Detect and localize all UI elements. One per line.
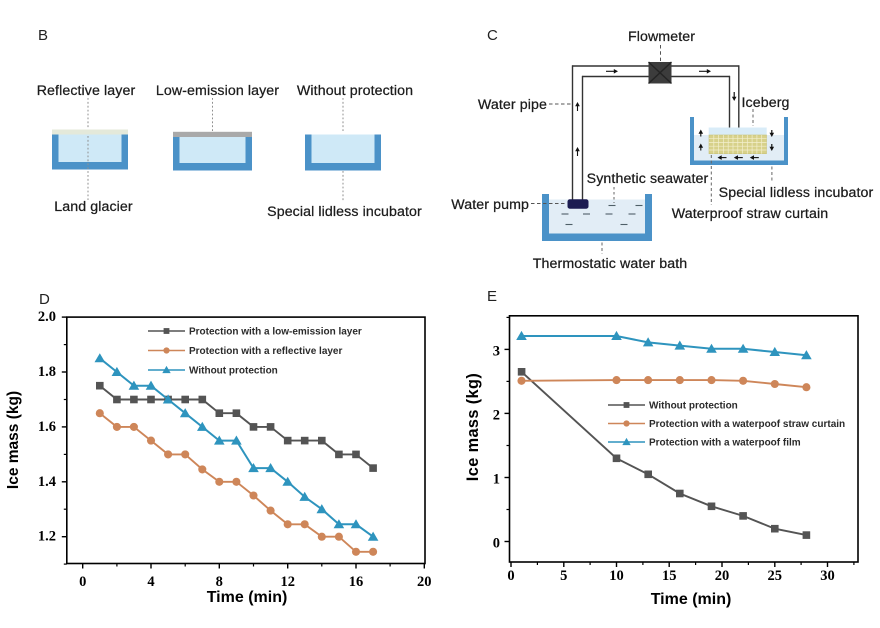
- svg-text:Without protection: Without protection: [649, 401, 738, 412]
- svg-text:Ice mass (kg): Ice mass (kg): [5, 391, 22, 489]
- svg-text:Time (min): Time (min): [651, 591, 732, 608]
- svg-text:Time (min): Time (min): [207, 589, 288, 606]
- svg-text:10: 10: [609, 568, 624, 584]
- svg-text:0: 0: [493, 536, 500, 552]
- svg-text:Protection with a reflective l: Protection with a reflective layer: [189, 346, 342, 357]
- svg-text:8: 8: [216, 574, 223, 590]
- svg-text:25: 25: [768, 568, 783, 584]
- svg-text:1.6: 1.6: [38, 419, 56, 435]
- svg-text:5: 5: [560, 568, 567, 584]
- svg-text:20: 20: [715, 568, 730, 584]
- svg-text:0: 0: [507, 568, 514, 584]
- svg-text:1.4: 1.4: [38, 474, 56, 490]
- svg-text:15: 15: [662, 568, 677, 584]
- svg-text:1: 1: [493, 472, 500, 488]
- svg-text:Ice mass (kg): Ice mass (kg): [464, 373, 482, 481]
- svg-text:Without protection: Without protection: [189, 366, 278, 377]
- svg-text:20: 20: [417, 574, 432, 590]
- svg-text:Protection with a low-emission: Protection with a low-emission layer: [189, 327, 362, 338]
- svg-text:Protection with a waterpoof fi: Protection with a waterpoof film: [649, 438, 801, 449]
- svg-text:30: 30: [820, 568, 835, 584]
- svg-text:1.8: 1.8: [38, 364, 56, 380]
- svg-text:12: 12: [280, 574, 295, 590]
- svg-text:2: 2: [493, 407, 500, 423]
- svg-text:1.2: 1.2: [38, 529, 56, 545]
- svg-text:2.0: 2.0: [38, 309, 56, 325]
- svg-text:3: 3: [493, 343, 500, 359]
- svg-text:4: 4: [147, 574, 154, 590]
- svg-text:0: 0: [79, 574, 86, 590]
- svg-text:16: 16: [349, 574, 364, 590]
- svg-text:Protection with a waterpoof st: Protection with a waterpoof straw curtai…: [649, 419, 845, 430]
